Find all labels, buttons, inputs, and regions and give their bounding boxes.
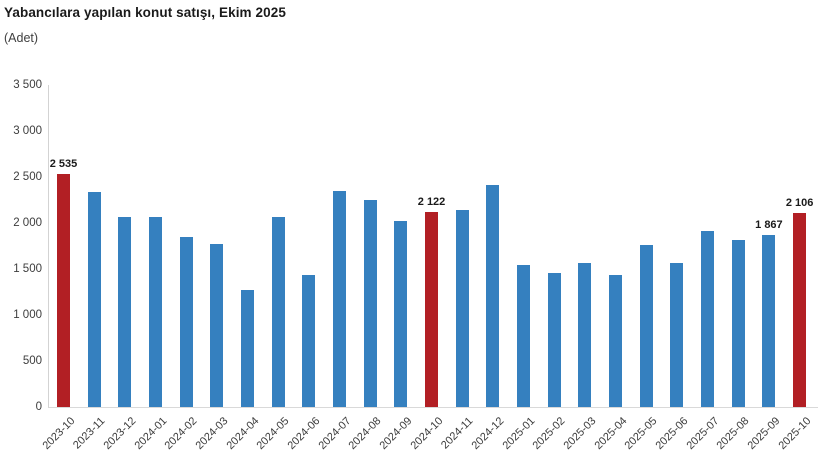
- bar-2025-10: [793, 213, 807, 407]
- y-tick-label: 1 500: [13, 263, 42, 275]
- bar-2024-11: [455, 209, 469, 407]
- bar-2024-07: [333, 190, 347, 407]
- bar-2024-03: [210, 243, 224, 407]
- y-tick-label: 500: [22, 355, 42, 367]
- bar-value-label: 1 867: [755, 219, 783, 232]
- bar-value-label: 2 122: [417, 195, 446, 208]
- chart-subtitle: (Adet): [4, 31, 39, 45]
- y-tick-label: 3 000: [13, 125, 42, 137]
- bar-2025-03: [578, 262, 592, 407]
- bar-value-label: 2 535: [49, 157, 78, 170]
- bar-2024-08: [363, 199, 377, 407]
- bar-2023-11: [87, 191, 101, 407]
- bar-2023-10: [57, 173, 70, 407]
- y-tick-label: 2 500: [13, 171, 42, 183]
- plot-area: 2 535 2 122 1 867 2 106: [48, 85, 818, 408]
- bar-2025-02: [547, 273, 561, 407]
- y-axis: 0 500 1 000 1 500 2 000 2 500 3 000 3 500: [0, 79, 42, 413]
- bar-2025-09: [762, 235, 776, 407]
- bar-2024-04: [241, 290, 255, 407]
- bar-2024-06: [302, 274, 316, 407]
- chart-title: Yabancılara yapılan konut satışı, Ekim 2…: [4, 5, 286, 20]
- y-tick-label: 0: [35, 401, 42, 413]
- x-axis: 2023-10 2023-11 2023-12 2024-01 2024-02 2024-…: [40, 407, 817, 467]
- bar-2025-06: [670, 263, 684, 407]
- bar-value-label: 2 106: [785, 197, 814, 210]
- bar-2024-09: [394, 221, 408, 407]
- bar-2025-05: [639, 244, 653, 407]
- y-tick-label: 2 000: [13, 217, 42, 229]
- bar-2024-10: [425, 211, 439, 407]
- bar-2024-05: [271, 217, 285, 407]
- bar-2024-01: [149, 217, 162, 407]
- y-tick-label: 3 500: [13, 79, 42, 91]
- bar-2024-12: [486, 184, 500, 407]
- bar-2025-04: [609, 274, 623, 407]
- bar-2024-02: [179, 237, 193, 407]
- bar-2023-12: [118, 217, 132, 407]
- y-tick-label: 1 000: [13, 309, 42, 321]
- bar-2025-08: [731, 240, 745, 407]
- bar-2025-07: [701, 230, 715, 407]
- bar-2025-01: [517, 264, 531, 407]
